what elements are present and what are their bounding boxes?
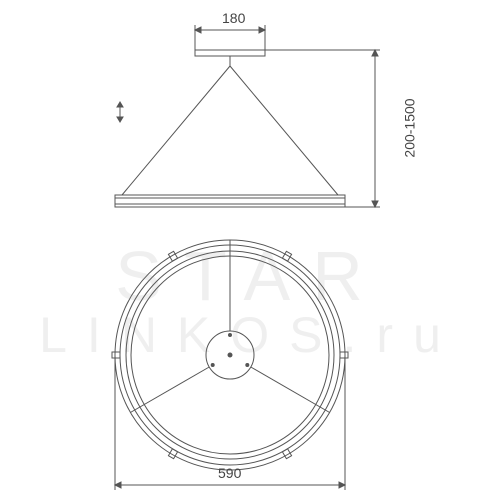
technical-drawing xyxy=(0,0,500,500)
front-view xyxy=(115,50,345,207)
dim-label-right: 200-1500 xyxy=(402,98,418,157)
dim-top xyxy=(195,25,265,50)
dim-label-bottom: 590 xyxy=(218,465,241,481)
dim-label-top: 180 xyxy=(222,10,245,26)
height-adjust-arrow xyxy=(117,102,123,122)
bottom-view xyxy=(112,240,348,470)
